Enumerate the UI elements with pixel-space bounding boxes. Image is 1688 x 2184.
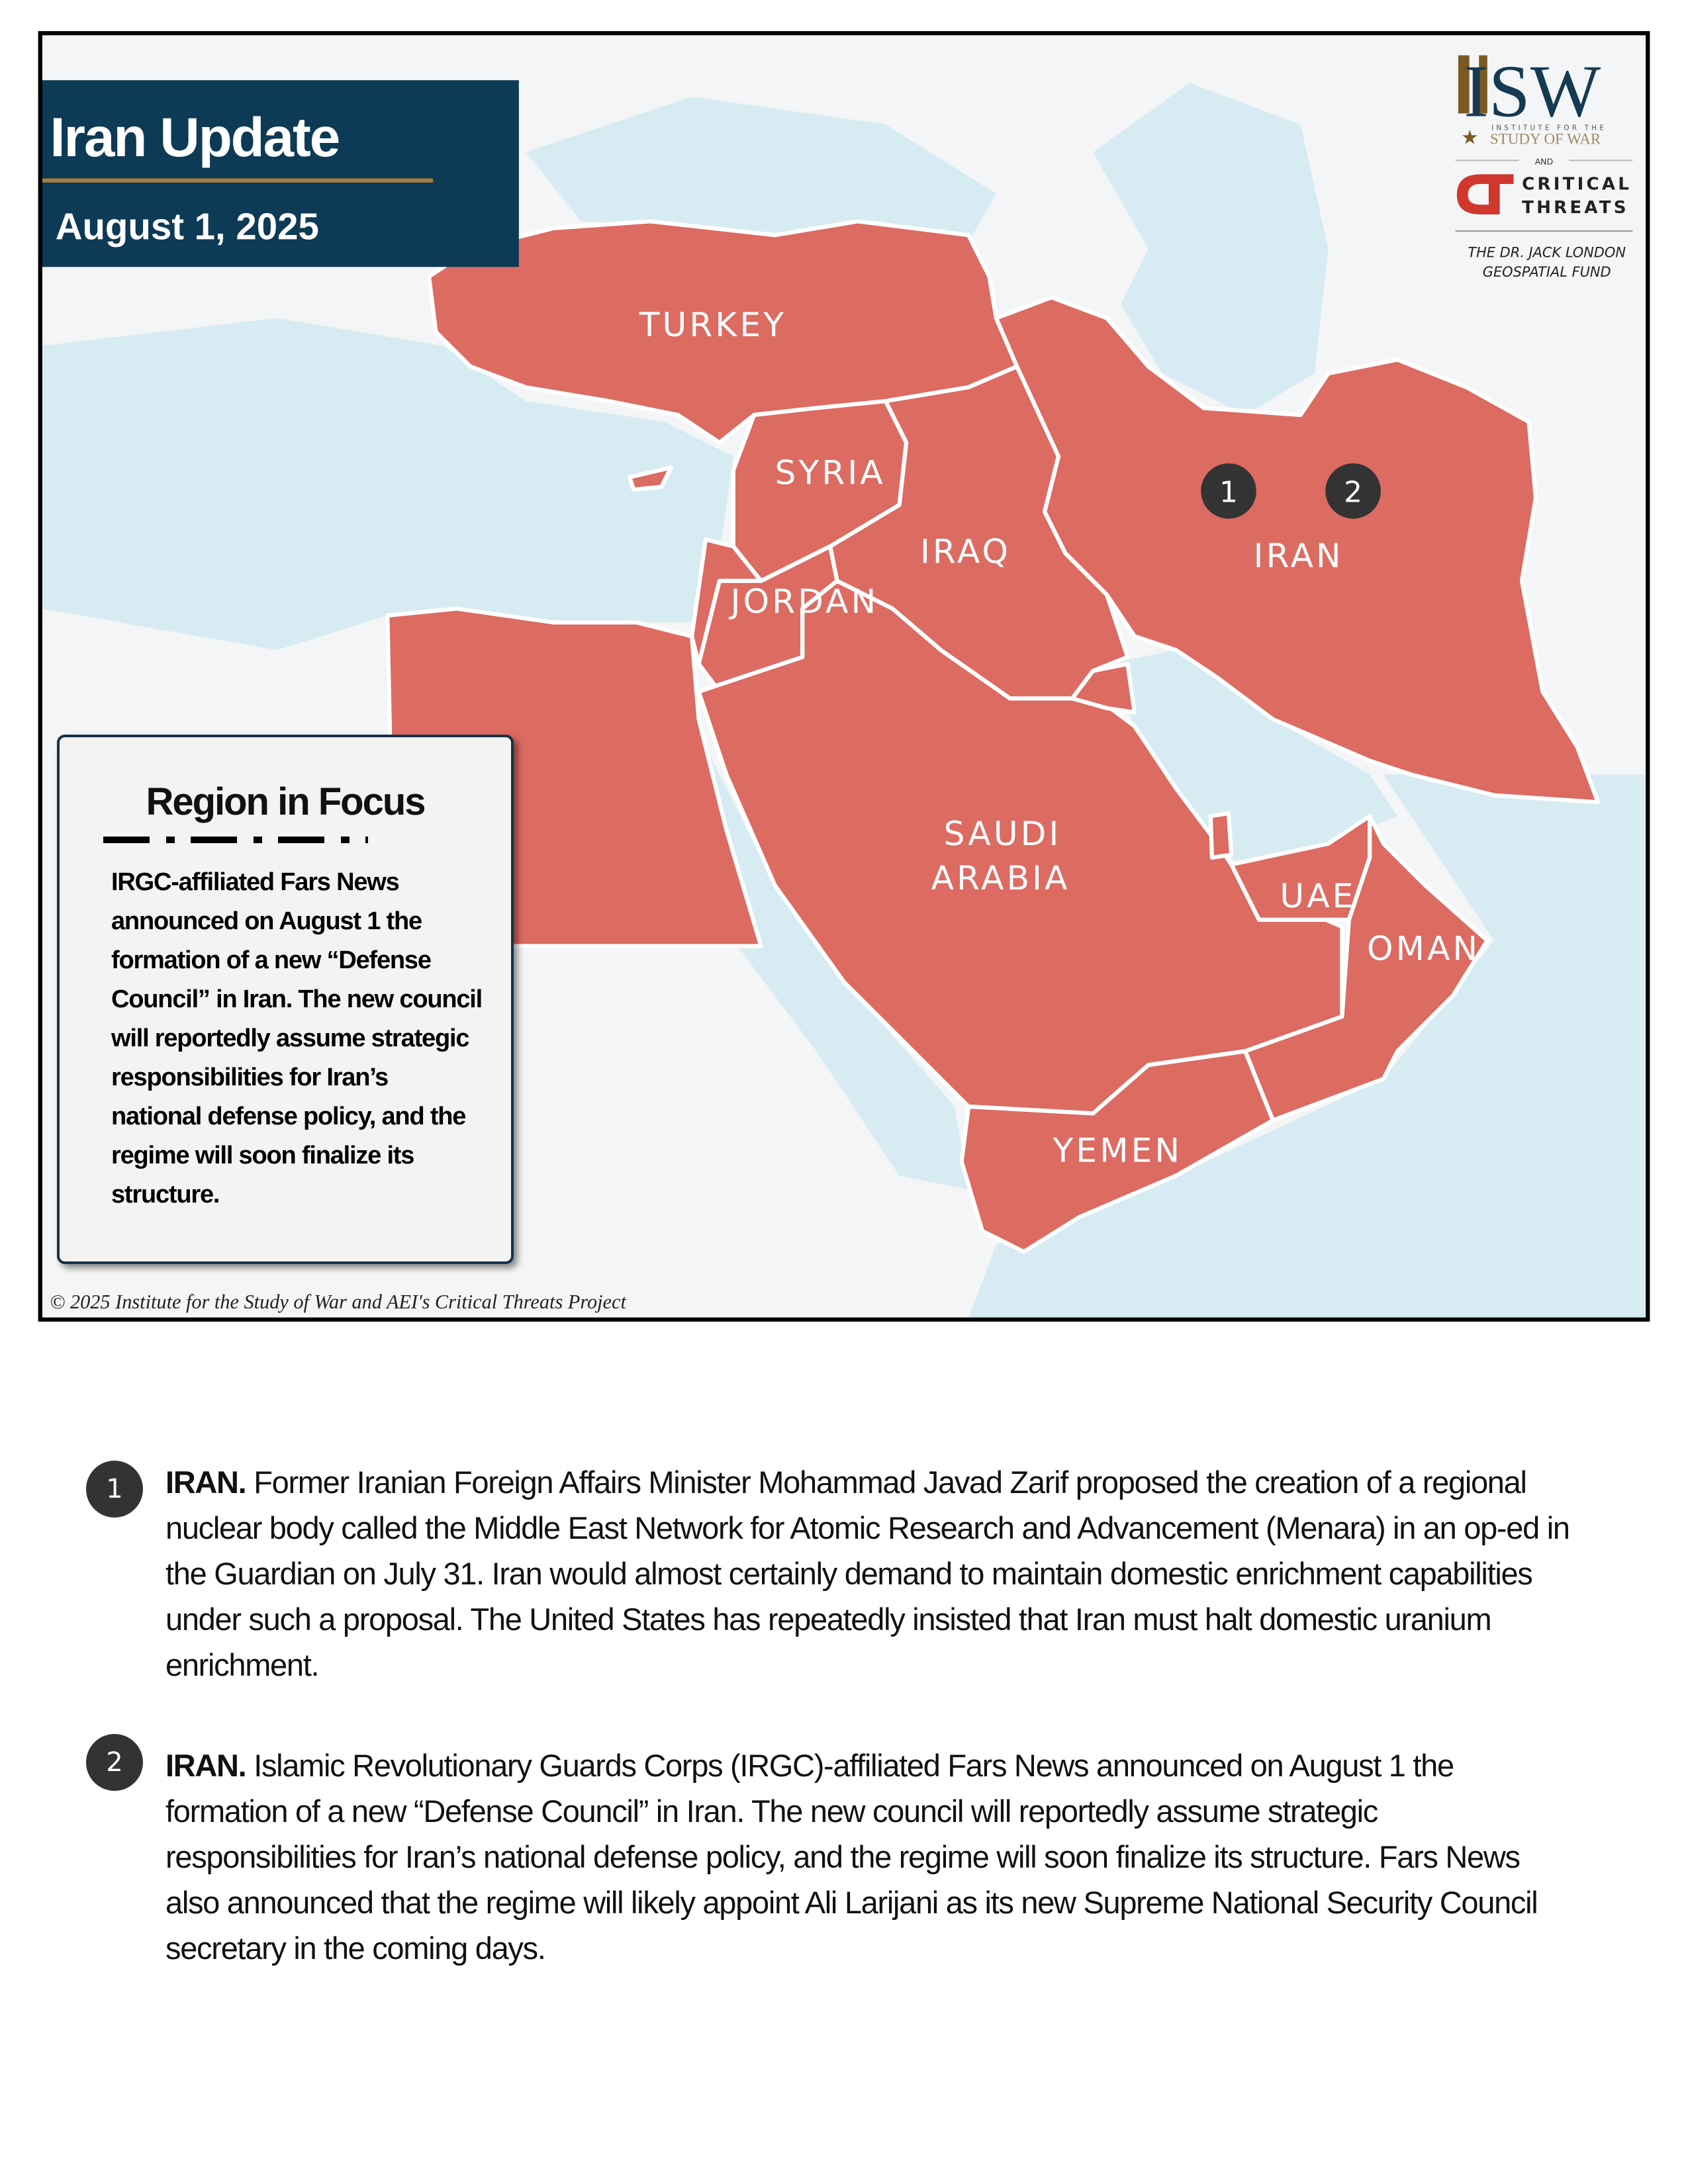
fund-line-1: THE DR. JACK LONDON bbox=[1468, 245, 1626, 261]
label-saudi: SAUDI bbox=[943, 814, 1061, 853]
label-yemen: YEMEN bbox=[1053, 1131, 1183, 1170]
critical-threats-logo: CRITICAL THREATS THE DR. JACK LONDON GEO… bbox=[1455, 173, 1633, 280]
region-in-focus-title: Region in Focus bbox=[146, 780, 426, 823]
map-frame bbox=[38, 31, 1650, 1322]
ct-wordmark: CRITICAL THREATS bbox=[1522, 173, 1632, 218]
country-kuwait bbox=[1070, 662, 1137, 715]
country-yemen bbox=[959, 1049, 1276, 1254]
item-2-text: Islamic Revolutionary Guards Corps (IRGC… bbox=[165, 1748, 1538, 1966]
logo-and: AND bbox=[1535, 157, 1554, 167]
marker-1-label: 1 bbox=[1219, 476, 1238, 510]
country-qatar bbox=[1208, 811, 1234, 860]
black-sea bbox=[526, 97, 996, 242]
fund-line-2: GEOSPATIAL FUND bbox=[1483, 264, 1611, 280]
isw-name: STUDY OF WAR bbox=[1490, 130, 1601, 147]
isw-logo: ISW ★ INSTITUTE FOR THE STUDY OF WAR AND bbox=[1455, 50, 1633, 167]
label-jordan: JORDAN bbox=[729, 582, 879, 621]
marker-2-label: 2 bbox=[1344, 476, 1362, 510]
item-2-number: 2 bbox=[86, 1734, 143, 1791]
country-syria bbox=[731, 398, 909, 583]
header-box bbox=[41, 80, 519, 267]
label-syria: SYRIA bbox=[775, 453, 886, 492]
region-in-focus-body: IRGC-affiliated Fars News announced on A… bbox=[111, 868, 483, 1208]
label-turkey: TURKEY bbox=[639, 305, 786, 344]
label-iran: IRAN bbox=[1254, 536, 1344, 575]
item-1-number: 1 bbox=[86, 1461, 143, 1518]
marker-1[interactable] bbox=[1201, 463, 1256, 519]
header-divider bbox=[41, 178, 434, 183]
country-oman bbox=[1243, 813, 1489, 1122]
title-divider bbox=[103, 837, 368, 843]
item-2: IRAN. Islamic Revolutionary Guards Corps… bbox=[165, 1743, 1575, 1971]
star-icon: ★ bbox=[1461, 127, 1478, 148]
item-2-lead: IRAN. bbox=[165, 1748, 247, 1783]
item-1-text: Former Iranian Foreign Affairs Minister … bbox=[165, 1465, 1570, 1682]
arabian-sea bbox=[968, 774, 1647, 1318]
isw-wordmark: ISW bbox=[1464, 50, 1601, 133]
island-cyprus bbox=[627, 465, 673, 492]
header-date: August 1, 2025 bbox=[56, 206, 319, 248]
isw-subtitle: INSTITUTE FOR THE bbox=[1491, 124, 1607, 132]
region-in-focus-box: Region in Focus IRGC-affiliated Fars New… bbox=[57, 735, 514, 1264]
mediterranean-sea bbox=[41, 318, 733, 651]
label-iraq: IRAQ bbox=[920, 532, 1011, 571]
label-arabia: ARABIA bbox=[931, 858, 1070, 897]
item-1: IRAN. Former Iranian Foreign Affairs Min… bbox=[165, 1459, 1575, 1688]
header-title: Iran Update bbox=[50, 106, 339, 168]
label-uae: UAE bbox=[1280, 876, 1356, 915]
marker-2[interactable] bbox=[1325, 463, 1381, 519]
copyright: © 2025 Institute for the Study of War an… bbox=[50, 1291, 627, 1313]
caspian-sea bbox=[1093, 83, 1329, 415]
persian-gulf bbox=[1107, 650, 1397, 872]
item-1-lead: IRAN. bbox=[165, 1465, 247, 1500]
label-oman: OMAN bbox=[1367, 929, 1480, 968]
